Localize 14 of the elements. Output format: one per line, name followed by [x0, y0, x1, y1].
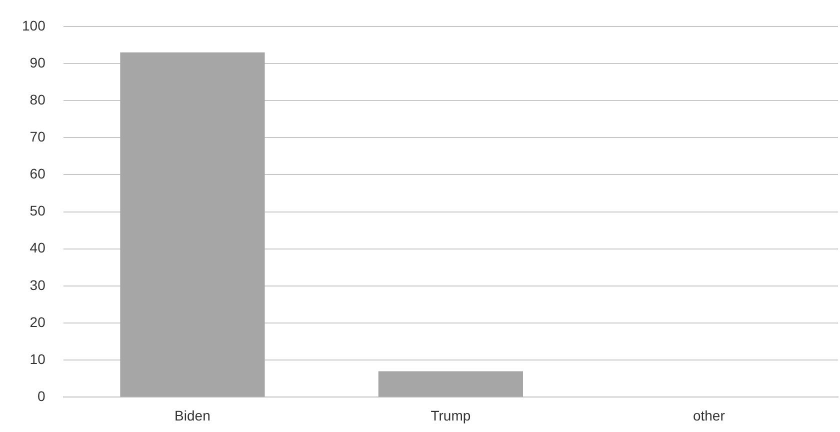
y-tick-label: 10 [30, 350, 46, 367]
y-tick-label: 40 [30, 240, 46, 256]
x-tick-label: Biden [174, 407, 210, 424]
y-tick-label: 70 [30, 128, 46, 144]
y-tick-label: 100 [22, 17, 46, 34]
y-tick-label: 60 [30, 166, 46, 182]
y-tick-label: 0 [38, 388, 46, 404]
x-tick-label: other [692, 407, 726, 424]
y-tick-label: 90 [30, 54, 46, 70]
y-tick-label: 20 [30, 314, 46, 330]
y-tick-label: 30 [30, 276, 46, 293]
y-tick-label: 50 [30, 202, 46, 219]
y-tick-label: 80 [30, 91, 46, 108]
x-tick-label: Trump [430, 407, 471, 424]
